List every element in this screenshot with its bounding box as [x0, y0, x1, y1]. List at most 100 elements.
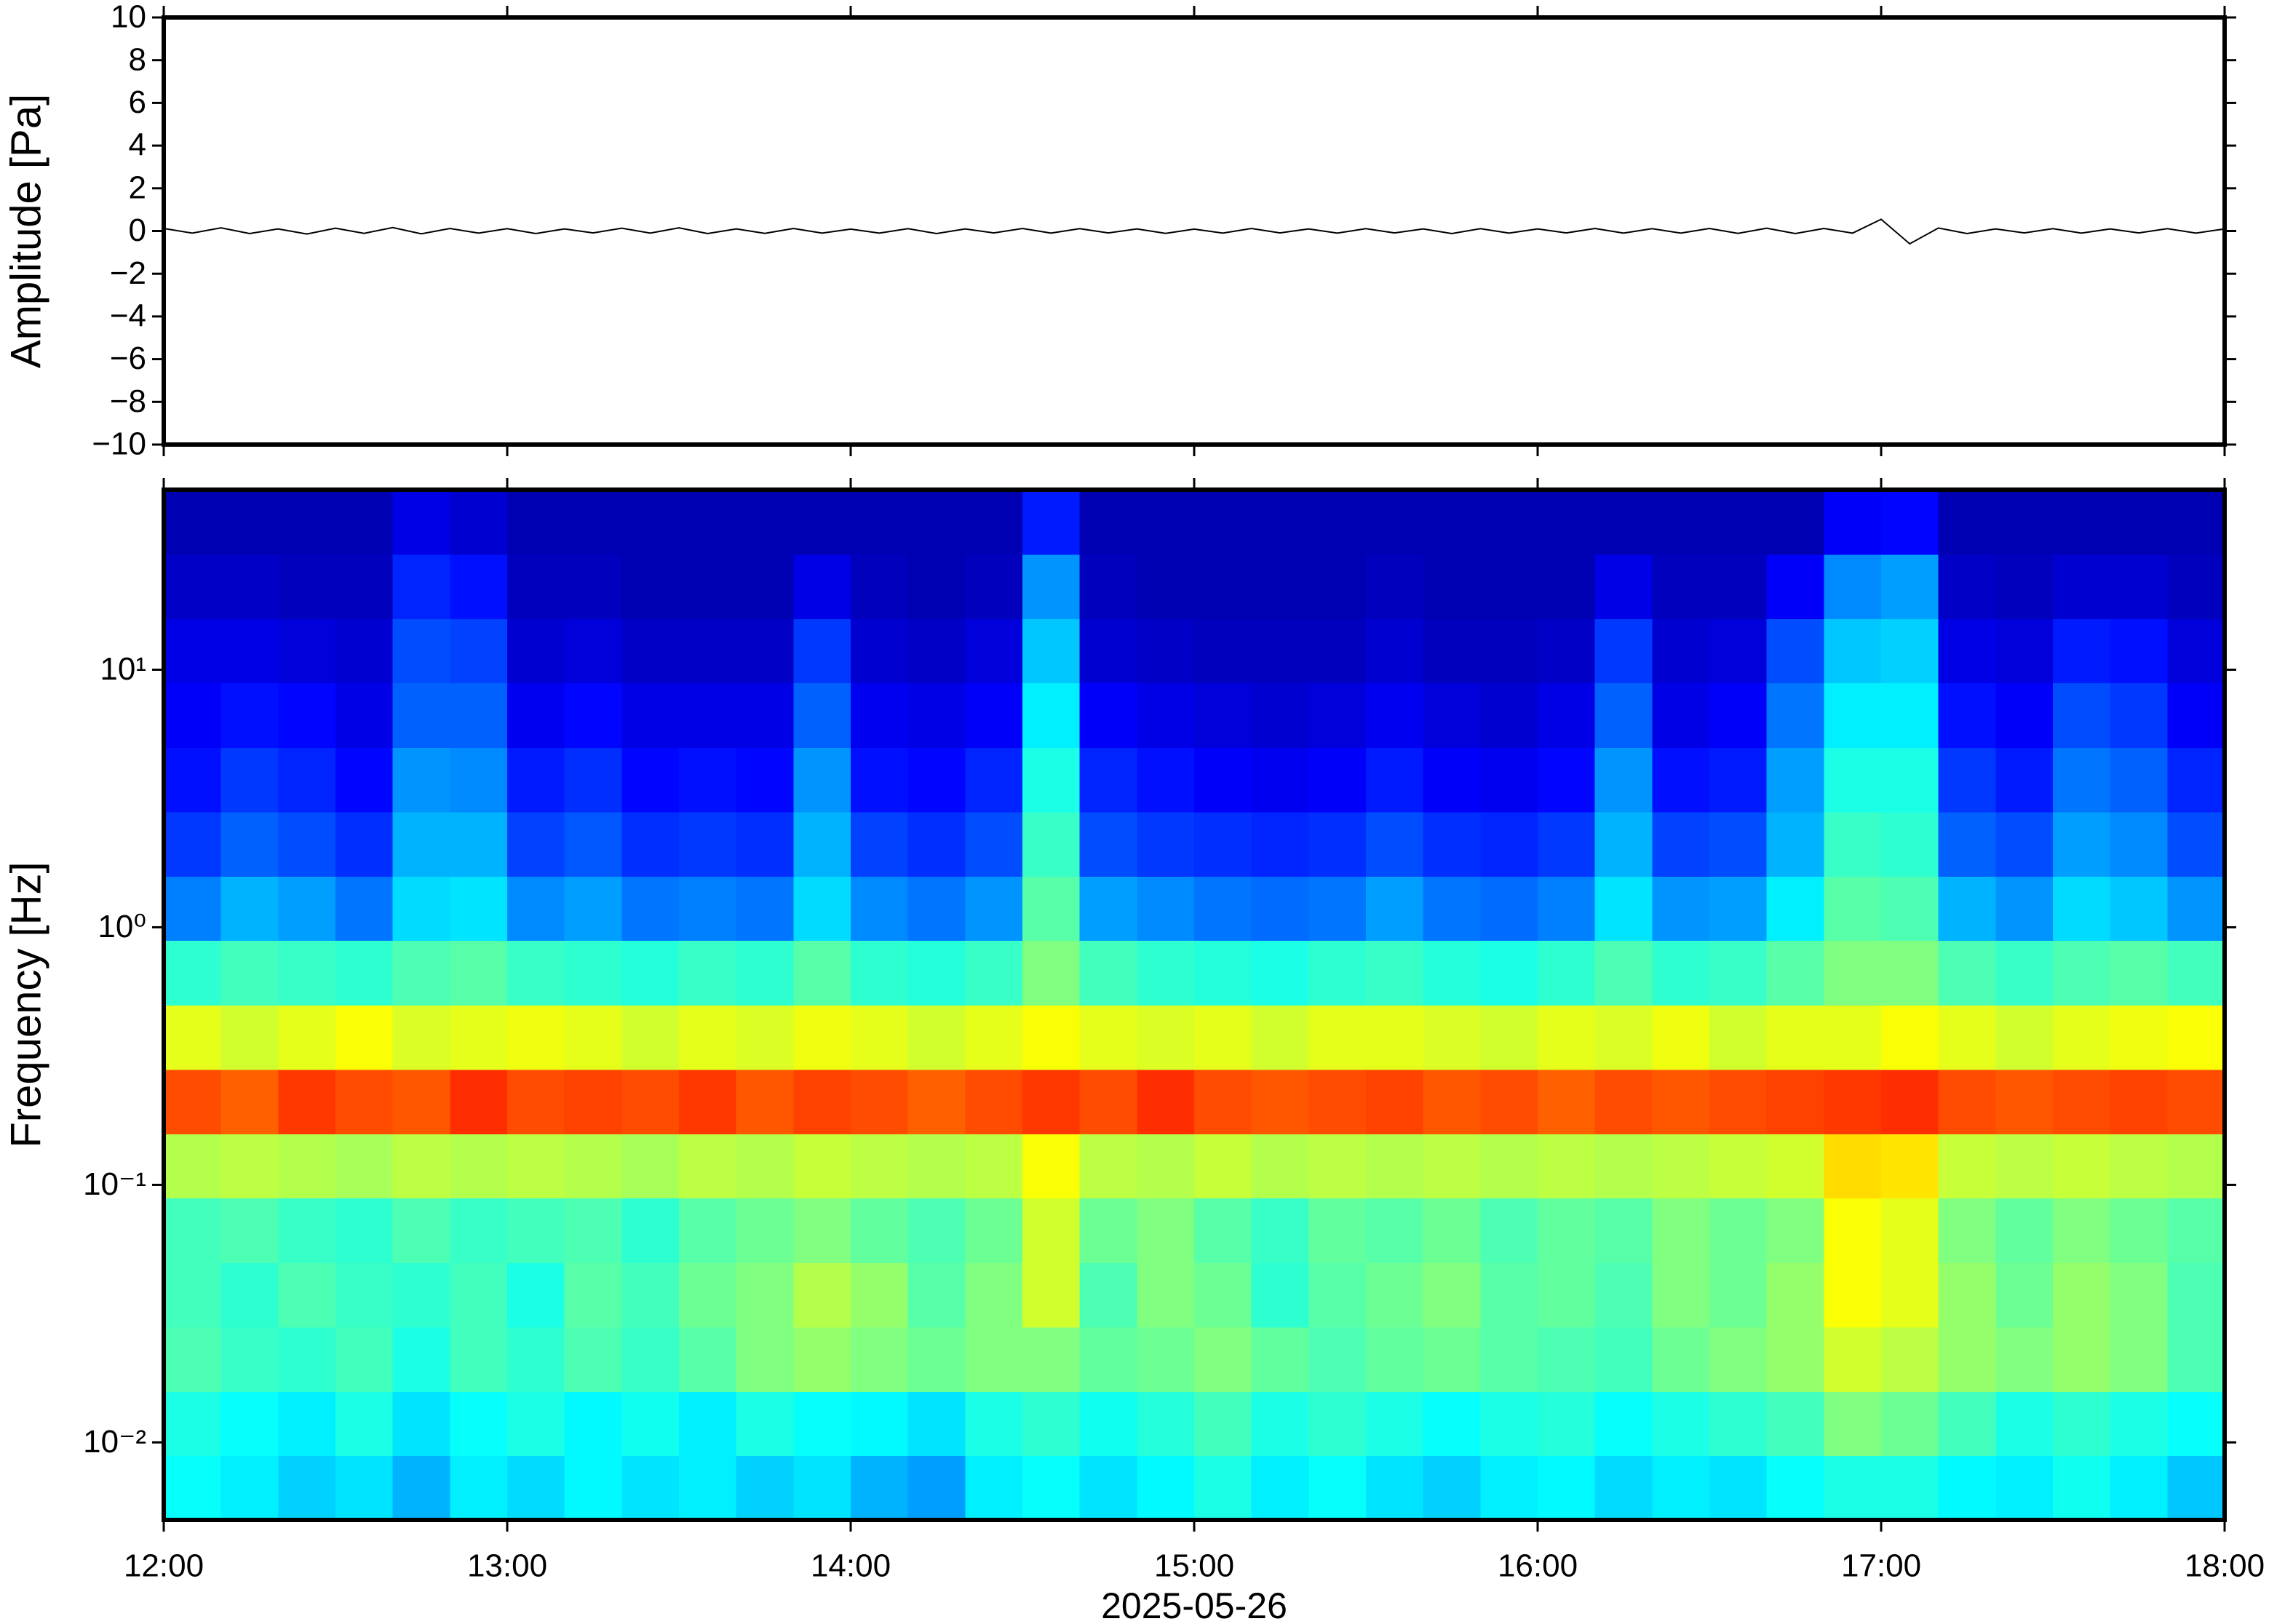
spectrogram-cell — [2167, 1005, 2225, 1070]
spectrogram-cell — [965, 1069, 1023, 1134]
spectrogram-cell — [507, 1262, 565, 1328]
spectrogram-cell — [1480, 1326, 1538, 1392]
spectrogram-cell — [621, 1005, 680, 1070]
spectrogram-cell — [1881, 1198, 1939, 1263]
spectrogram-cell — [679, 1326, 737, 1392]
spectrogram-cell — [1881, 747, 1939, 813]
spectrogram-cell — [965, 747, 1023, 813]
spectrogram-cell — [1652, 554, 1710, 619]
spectrogram-cell — [1079, 554, 1138, 619]
spectrogram-cell — [851, 1391, 909, 1457]
spectrogram-cell — [335, 940, 394, 1006]
spectrogram-cell — [1022, 940, 1081, 1006]
spectrogram-cell — [2167, 1069, 2225, 1134]
spectrogram-cell — [1594, 1005, 1653, 1070]
spectrogram-cell — [907, 1134, 966, 1199]
spectrogram-cell — [1366, 1069, 1424, 1134]
spectrogram-cell — [1251, 490, 1310, 555]
spectrogram-cell — [278, 618, 336, 684]
spectrogram-cell — [564, 876, 623, 942]
spectrogram-cell — [851, 1455, 909, 1521]
spectrogram-cell — [1194, 1134, 1252, 1199]
spectrogram-cell — [1824, 618, 1882, 684]
spectrogram-cell — [1137, 1005, 1195, 1070]
spectrogram-cell — [1137, 554, 1195, 619]
spectrogram-cell — [278, 1069, 336, 1134]
y-tick-label: 10⁻² — [83, 1424, 146, 1460]
spectrogram-cell — [164, 1134, 222, 1199]
spectrogram-cell — [1938, 1391, 1997, 1457]
spectrogram-cell — [736, 1134, 795, 1199]
spectrogram-cell — [1480, 1134, 1538, 1199]
spectrogram-cell — [907, 1262, 966, 1328]
spectrogram-cell — [1538, 876, 1596, 942]
spectrogram-cell — [564, 1198, 623, 1263]
spectrogram-cell — [1308, 1455, 1367, 1521]
spectrogram-cell — [679, 554, 737, 619]
spectrogram-cell — [1995, 1005, 2054, 1070]
y-tick-label: −4 — [110, 298, 146, 334]
spectrogram-cell — [2110, 747, 2169, 813]
spectrogram-cell — [1652, 1069, 1710, 1134]
spectrogram-cell — [2110, 618, 2169, 684]
spectrogram-cell — [1308, 682, 1367, 748]
spectrogram-cell — [621, 1069, 680, 1134]
spectrogram-cell — [851, 1134, 909, 1199]
spectrogram-cell — [1079, 490, 1138, 555]
spectrogram-cell — [392, 490, 451, 555]
spectrogram-cell — [1995, 1198, 2054, 1263]
spectrogram-cell — [1423, 1326, 1482, 1392]
spectrogram-cell — [1538, 618, 1596, 684]
spectrogram-cell — [1766, 618, 1825, 684]
spectrogram-cell — [1881, 811, 1939, 877]
spectrogram-cell — [1308, 1262, 1367, 1328]
spectrogram-cell — [2167, 490, 2225, 555]
spectrogram-cell — [1079, 1455, 1138, 1521]
spectrogram-cell — [1594, 618, 1653, 684]
spectrogram-cell — [2110, 1005, 2169, 1070]
spectrogram-cell — [1881, 1005, 1939, 1070]
spectrogram-cell — [507, 1069, 565, 1134]
spectrogram-cell — [2110, 682, 2169, 748]
spectrogram-cell — [564, 554, 623, 619]
spectrogram-cell — [1079, 811, 1138, 877]
spectrogram-cell — [1423, 1262, 1482, 1328]
spectrogram-cell — [1251, 876, 1310, 942]
spectrogram-cell — [335, 1005, 394, 1070]
spectrogram-cell — [2110, 1069, 2169, 1134]
spectrogram-cell — [736, 811, 795, 877]
y-tick-label: −6 — [110, 341, 146, 376]
spectrogram-cell — [679, 1262, 737, 1328]
spectrogram-cell — [1366, 940, 1424, 1006]
spectrogram-cell — [1079, 1326, 1138, 1392]
spectrogram-cell — [1194, 490, 1252, 555]
spectrogram-cell — [621, 876, 680, 942]
spectrogram-cell — [1652, 811, 1710, 877]
spectrogram-cell — [450, 940, 508, 1006]
spectrogram-cell — [1995, 1069, 2054, 1134]
spectrogram-cell — [1079, 876, 1138, 942]
spectrogram-cell — [1824, 1262, 1882, 1328]
spectrogram-cell — [679, 1198, 737, 1263]
spectrogram-cell — [164, 490, 222, 555]
spectrogram-cell — [1022, 1198, 1081, 1263]
spectrogram-cell — [793, 1005, 851, 1070]
spectrogram-cell — [1881, 1326, 1939, 1392]
spectrogram-cell — [1709, 1391, 1768, 1457]
spectrogram-cell — [736, 1198, 795, 1263]
spectrogram-cell — [1995, 747, 2054, 813]
spectrogram-cell — [851, 1262, 909, 1328]
spectrogram-cell — [2110, 811, 2169, 877]
spectrogram-cell — [1251, 747, 1310, 813]
spectrogram-cell — [1423, 490, 1482, 555]
spectrogram-cell — [1366, 876, 1424, 942]
spectrogram-cell — [1137, 682, 1195, 748]
spectrogram-cell — [392, 1455, 451, 1521]
spectrogram-cell — [1881, 1391, 1939, 1457]
spectrogram-cell — [164, 1005, 222, 1070]
spectrogram-cell — [1538, 811, 1596, 877]
y-axis-title: Amplitude [Pa] — [2, 94, 49, 368]
spectrogram-cell — [392, 1005, 451, 1070]
spectrogram-cell — [450, 618, 508, 684]
